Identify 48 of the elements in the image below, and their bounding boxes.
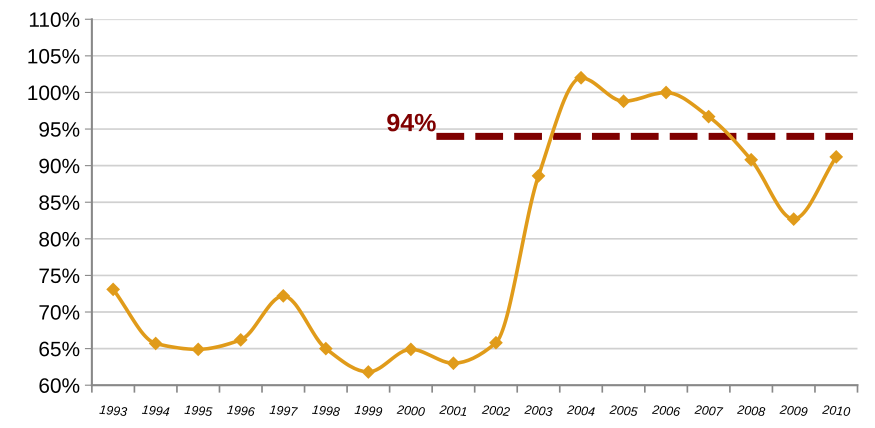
x-tick-label: 2008	[736, 404, 766, 416]
y-tick-label: 105%	[28, 48, 80, 64]
y-tick-label: 75%	[39, 268, 80, 284]
x-tick-label: 1998	[312, 405, 340, 416]
x-tick-label: 2001	[439, 404, 467, 416]
x-tick-label: 2003	[524, 404, 553, 416]
y-tick-label: 110%	[30, 12, 80, 28]
y-tick-label: 65%	[39, 342, 80, 356]
x-tick-label: 2009	[779, 404, 808, 416]
ref-line-label: 94%	[387, 114, 436, 132]
y-tick-label: 60%	[39, 378, 80, 393]
y-tick-label: 70%	[39, 305, 80, 320]
x-tick-label: 1997	[269, 405, 298, 416]
point	[149, 336, 162, 350]
x-tick-label: 2010	[822, 404, 850, 416]
point	[830, 150, 843, 164]
y-tick-label: 95%	[39, 122, 80, 137]
y-tick-label: 100%	[28, 85, 80, 100]
x-tick-label: 1996	[226, 405, 256, 416]
x-tick-label: 2007	[694, 404, 724, 416]
point	[574, 71, 588, 84]
point	[787, 212, 800, 226]
x-tick-label: 1994	[142, 405, 170, 416]
point	[446, 356, 460, 370]
point	[362, 365, 375, 379]
x-tick-label: 2002	[482, 404, 510, 416]
point	[702, 110, 716, 124]
x-tick-label: 2005	[609, 404, 638, 416]
point	[192, 342, 205, 356]
x-tick-label: 2006	[652, 404, 680, 416]
y-tick-label: 90%	[39, 158, 80, 174]
point	[106, 282, 120, 296]
x-tick-label: 1999	[354, 405, 382, 416]
x-tick-label: 1993	[99, 405, 128, 416]
point	[319, 342, 332, 356]
y-tick-label: 85%	[39, 195, 80, 210]
y-tick-label: 80%	[39, 232, 80, 247]
point	[660, 86, 673, 100]
x-tick-label: 2004	[566, 404, 595, 416]
x-tick-label: 2000	[396, 404, 426, 416]
point	[234, 333, 248, 346]
point	[404, 342, 418, 356]
x-tick-label: 1995	[184, 405, 213, 416]
point	[532, 169, 546, 182]
point	[744, 153, 758, 166]
point	[489, 336, 503, 350]
point	[616, 94, 630, 108]
point	[276, 289, 290, 302]
